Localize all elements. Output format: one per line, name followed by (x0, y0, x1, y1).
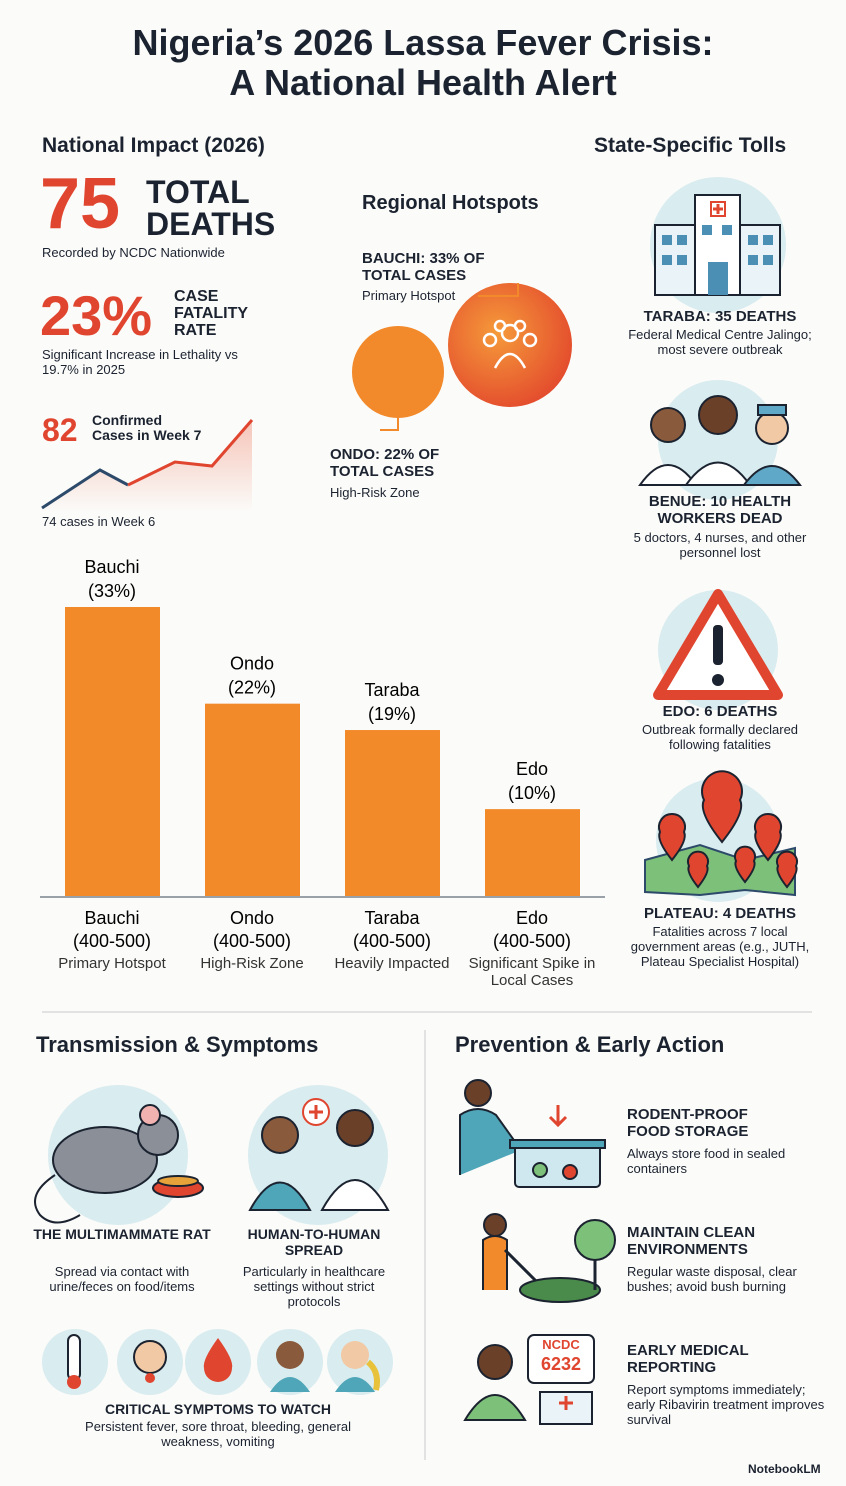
bar (345, 730, 440, 897)
symptoms-text: Persistent fever, sore throat, bleeding,… (85, 1419, 351, 1449)
hotspot-circle (448, 283, 572, 407)
item-title: MAINTAIN CLEAN ENVIRONMENTS (627, 1224, 756, 1258)
title: A National Health Alert (229, 62, 617, 103)
bar-category-label: Ondo (230, 654, 274, 674)
symptom-icons (42, 1329, 393, 1395)
bar-category-label: Bauchi (84, 557, 139, 577)
bar-value-label: (19%) (368, 704, 416, 724)
stat-note: Recorded by NCDC Nationwide (42, 245, 225, 260)
toll-text: Outbreak formally declared following fat… (641, 722, 799, 752)
item-title: HUMAN-TO-HUMAN SPREAD (247, 1226, 381, 1259)
x-tick-note: Significant Spike in Local Cases (468, 955, 596, 990)
item-text: Spread via contact with urine/feces on f… (49, 1264, 195, 1294)
bar-value-label: (10%) (508, 783, 556, 803)
item-text: Always store food in sealed containers (627, 1146, 786, 1176)
connector (478, 283, 519, 297)
doctor-patient-icon (248, 1098, 390, 1211)
stat-label: TOTAL DEATHS (146, 174, 276, 242)
section-heading: State-Specific Tolls (594, 134, 787, 157)
hotspot-note: High-Risk Zone (330, 485, 420, 500)
section-heading: Regional Hotspots (362, 192, 539, 214)
bar-value-label: (22%) (228, 678, 276, 698)
toll-title: BENUE: 10 HEALTH WORKERS DEAD (648, 493, 792, 528)
connector (380, 418, 399, 431)
bar (205, 703, 300, 897)
stat-label: Confirmed Cases in Week 7 (92, 412, 202, 444)
sparkline (41, 468, 129, 510)
section-heading: Transmission & Symptoms (36, 1032, 319, 1057)
x-tick-note: Heavily Impacted (334, 955, 450, 972)
bar-category-label: Taraba (364, 680, 420, 700)
footer-brand: NotebookLM (748, 1462, 821, 1476)
map-pins-icon (644, 770, 798, 897)
sign-text: 6232 (540, 1354, 582, 1374)
toll-text: Federal Medical Centre Jalingo; most sev… (628, 327, 812, 357)
bar (65, 607, 160, 897)
item-text: Report symptoms immediately; early Ribav… (627, 1382, 825, 1427)
toll-text: Fatalities across 7 local government are… (630, 924, 810, 969)
x-tick-note: High-Risk Zone (200, 955, 304, 972)
hotspot-note: Primary Hotspot (362, 288, 456, 303)
hotspot-title: BAUCHI: 33% OF TOTAL CASES (362, 250, 485, 285)
stat-number: 75 (40, 164, 121, 244)
toll-title: TARABA: 35 DEATHS (643, 308, 797, 325)
clean-environment-icon (482, 1213, 616, 1303)
item-text: Regular waste disposal, clear bushes; av… (627, 1264, 797, 1294)
section-heading: Prevention & Early Action (455, 1032, 725, 1057)
item-title: RODENT-PROOF FOOD STORAGE (627, 1106, 749, 1140)
food-storage-icon (459, 1079, 606, 1188)
hospital-icon (654, 194, 781, 296)
item-title: THE MULTIMAMMATE RAT (33, 1226, 211, 1242)
sign-text: NCDC (542, 1337, 580, 1352)
warning-icon (653, 589, 783, 700)
hotspot-title: ONDO: 22% OF TOTAL CASES (330, 446, 440, 481)
stat-label: CASE FATALITY RATE (174, 288, 248, 339)
medical-reporting-icon (463, 1334, 595, 1425)
x-tick-note: Primary Hotspot (58, 955, 166, 972)
stat-note: 74 cases in Week 6 (42, 514, 156, 529)
people-icon (482, 319, 538, 369)
x-tick-sublabel: (400-500) (73, 931, 151, 951)
x-tick-label: Bauchi (84, 908, 139, 928)
stat-note: Significant Increase in Lethality vs 19.… (42, 347, 238, 377)
hotspot-circle (352, 326, 444, 418)
rat-icon (34, 1104, 204, 1224)
x-tick-sublabel: (400-500) (493, 931, 571, 951)
bar (485, 809, 580, 897)
bar-value-label: (33%) (88, 581, 136, 601)
section-heading: National Impact (2026) (42, 134, 265, 157)
x-tick-sublabel: (400-500) (213, 931, 291, 951)
health-workers-icon (638, 395, 802, 486)
bar-category-label: Edo (516, 759, 548, 779)
stat-number: 82 (42, 412, 78, 448)
x-tick-label: Taraba (364, 908, 420, 928)
item-title: EARLY MEDICAL REPORTING (627, 1342, 749, 1376)
stat-number: 23% (40, 284, 153, 347)
toll-title: EDO: 6 DEATHS (662, 703, 778, 720)
item-text: Particularly in healthcare settings with… (242, 1264, 386, 1309)
toll-text: 5 doctors, 4 nurses, and other personnel… (633, 530, 807, 560)
title: Nigeria’s 2026 Lassa Fever Crisis: (132, 22, 714, 63)
x-tick-label: Edo (516, 908, 548, 928)
icon-bg (658, 380, 778, 500)
x-tick-sublabel: (400-500) (353, 931, 431, 951)
x-tick-label: Ondo (230, 908, 274, 928)
symptoms-title: CRITICAL SYMPTOMS TO WATCH (104, 1401, 332, 1417)
sparkline-area (42, 420, 252, 512)
sparkline (127, 419, 254, 487)
toll-title: PLATEAU: 4 DEATHS (644, 905, 796, 922)
